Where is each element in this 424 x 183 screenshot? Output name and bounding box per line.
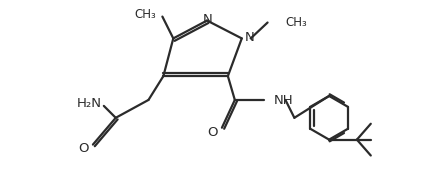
Text: N: N: [203, 13, 213, 26]
Text: CH₃: CH₃: [135, 8, 156, 21]
Text: O: O: [207, 126, 218, 139]
Text: O: O: [78, 142, 89, 155]
Text: NH: NH: [273, 94, 293, 107]
Text: N: N: [245, 31, 254, 44]
Text: CH₃: CH₃: [285, 16, 307, 29]
Text: H₂N: H₂N: [77, 97, 102, 110]
